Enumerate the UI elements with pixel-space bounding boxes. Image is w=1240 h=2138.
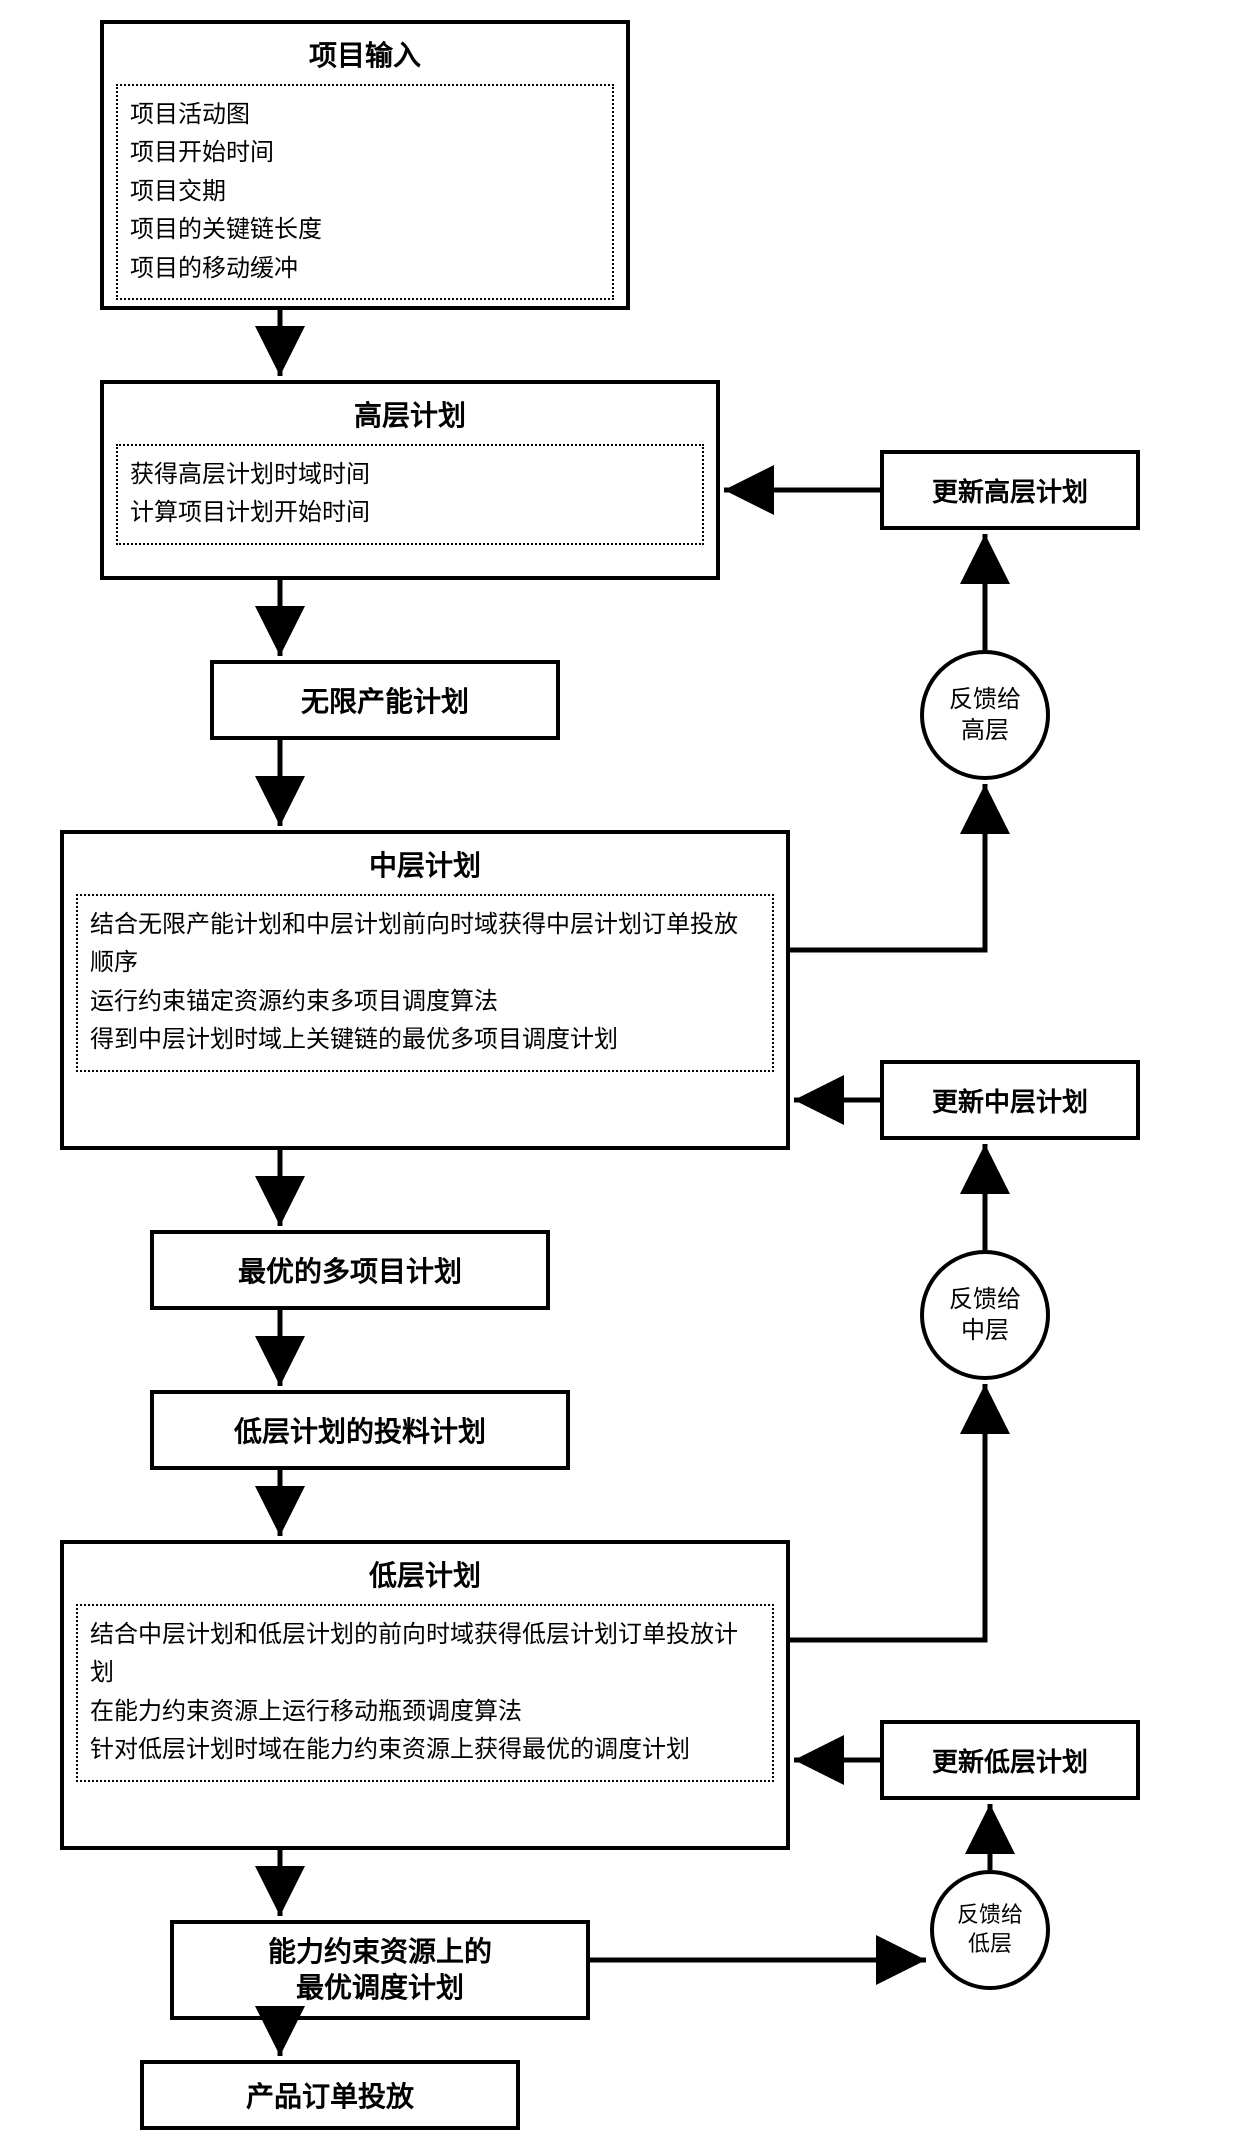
- node-project-input: 项目输入 项目活动图 项目开始时间 项目交期 项目的关键链长度 项目的移动缓冲: [100, 20, 630, 310]
- node-title: 高层计划: [104, 384, 716, 444]
- label: 低层计划的投料计划: [234, 1410, 486, 1450]
- item: 得到中层计划时域上关键链的最优多项目调度计划: [90, 1021, 760, 1059]
- node-high-plan: 高层计划 获得高层计划时域时间 计算项目计划开始时间: [100, 380, 720, 580]
- label: 产品订单投放: [246, 2075, 414, 2115]
- node-infinite-capacity: 无限产能计划: [210, 660, 560, 740]
- node-inner: 结合无限产能计划和中层计划前向时域获得中层计划订单投放顺序 运行约束锚定资源约束…: [76, 894, 774, 1072]
- item: 结合无限产能计划和中层计划前向时域获得中层计划订单投放顺序: [90, 906, 760, 983]
- node-title: 项目输入: [104, 24, 626, 84]
- item: 项目开始时间: [130, 134, 600, 172]
- node-update-low: 更新低层计划: [880, 1720, 1140, 1800]
- item: 针对低层计划时域在能力约束资源上获得最优的调度计划: [90, 1731, 760, 1769]
- node-optimal-schedule: 能力约束资源上的 最优调度计划: [170, 1920, 590, 2020]
- label: 反馈给 高层: [949, 684, 1021, 746]
- node-low-feed-plan: 低层计划的投料计划: [150, 1390, 570, 1470]
- item: 在能力约束资源上运行移动瓶颈调度算法: [90, 1693, 760, 1731]
- item: 项目交期: [130, 173, 600, 211]
- node-inner: 获得高层计划时域时间 计算项目计划开始时间: [116, 444, 704, 545]
- item: 计算项目计划开始时间: [130, 494, 690, 532]
- label: 最优的多项目计划: [238, 1250, 462, 1290]
- circle-feedback-low: 反馈给 低层: [930, 1870, 1050, 1990]
- label: 更新低层计划: [932, 1742, 1088, 1779]
- node-mid-plan: 中层计划 结合无限产能计划和中层计划前向时域获得中层计划订单投放顺序 运行约束锚…: [60, 830, 790, 1150]
- label: 更新中层计划: [932, 1082, 1088, 1119]
- node-update-high: 更新高层计划: [880, 450, 1140, 530]
- label: 更新高层计划: [932, 472, 1088, 509]
- label: 能力约束资源上的 最优调度计划: [268, 1934, 492, 2007]
- label: 反馈给 中层: [949, 1284, 1021, 1346]
- node-low-plan: 低层计划 结合中层计划和低层计划的前向时域获得低层计划订单投放计划 在能力约束资…: [60, 1540, 790, 1850]
- item: 获得高层计划时域时间: [130, 456, 690, 494]
- node-title: 中层计划: [64, 834, 786, 894]
- node-update-mid: 更新中层计划: [880, 1060, 1140, 1140]
- item: 项目的关键链长度: [130, 211, 600, 249]
- label: 无限产能计划: [301, 680, 469, 720]
- node-inner: 结合中层计划和低层计划的前向时域获得低层计划订单投放计划 在能力约束资源上运行移…: [76, 1604, 774, 1782]
- circle-feedback-mid: 反馈给 中层: [920, 1250, 1050, 1380]
- item: 项目活动图: [130, 96, 600, 134]
- label: 反馈给 低层: [957, 1901, 1023, 1958]
- node-optimal-multi: 最优的多项目计划: [150, 1230, 550, 1310]
- item: 结合中层计划和低层计划的前向时域获得低层计划订单投放计划: [90, 1616, 760, 1693]
- item: 项目的移动缓冲: [130, 250, 600, 288]
- node-inner: 项目活动图 项目开始时间 项目交期 项目的关键链长度 项目的移动缓冲: [116, 84, 614, 300]
- node-product-order: 产品订单投放: [140, 2060, 520, 2130]
- node-title: 低层计划: [64, 1544, 786, 1604]
- item: 运行约束锚定资源约束多项目调度算法: [90, 983, 760, 1021]
- circle-feedback-high: 反馈给 高层: [920, 650, 1050, 780]
